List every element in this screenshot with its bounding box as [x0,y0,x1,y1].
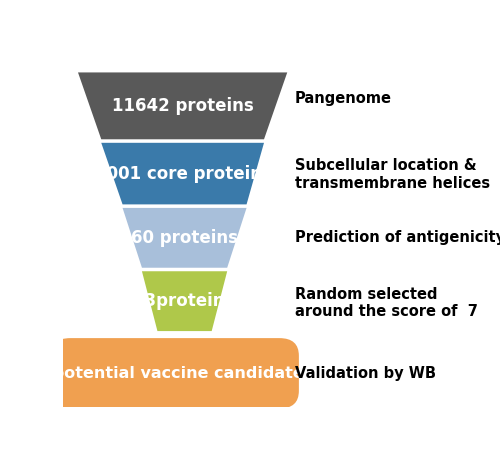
Text: Prediction of antigenicity: Prediction of antigenicity [295,230,500,245]
Text: 53proteins: 53proteins [134,292,236,310]
Polygon shape [101,143,264,204]
Text: 11642 proteins: 11642 proteins [112,97,254,115]
Text: 4 potential vaccine candidates: 4 potential vaccine candidates [36,366,314,381]
Text: Validation by WB: Validation by WB [295,366,436,381]
Text: 60 proteins: 60 proteins [131,229,238,247]
Text: Subcellular location &
transmembrane helices: Subcellular location & transmembrane hel… [295,158,490,191]
Polygon shape [122,208,246,268]
Text: Random selected
around the score of  7: Random selected around the score of 7 [295,287,478,319]
FancyBboxPatch shape [51,338,299,409]
Polygon shape [78,73,287,139]
Text: 3001 core proteins: 3001 core proteins [95,165,272,183]
Polygon shape [142,271,227,331]
Text: Pangenome: Pangenome [295,91,392,106]
